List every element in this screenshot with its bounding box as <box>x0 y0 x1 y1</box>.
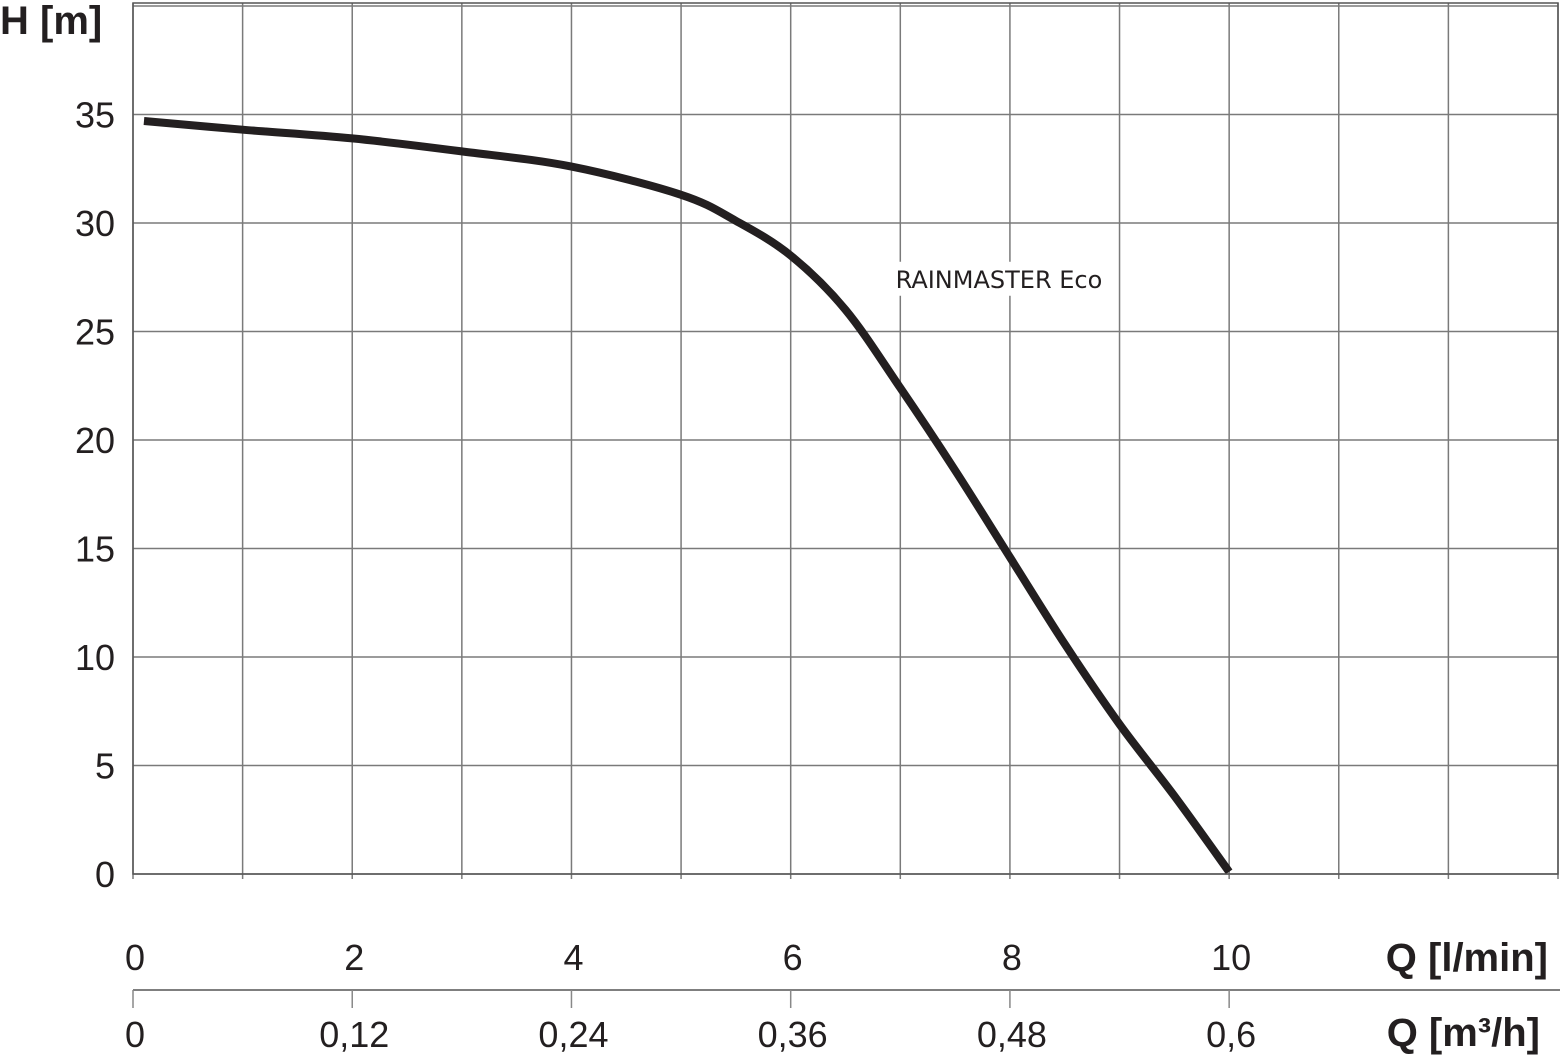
x-tick-label: 2 <box>344 937 364 978</box>
x-secondary-tick-label: 0,6 <box>1206 1014 1256 1055</box>
y-axis-label: H [m] <box>0 0 102 43</box>
x-secondary-tick-label: 0,48 <box>977 1014 1047 1055</box>
y-tick-label: 15 <box>75 529 115 570</box>
x-secondary-tick-label: 0,12 <box>319 1014 389 1055</box>
plot-border <box>132 2 1559 875</box>
series-annotation: RAINMASTER Eco <box>896 266 1103 294</box>
y-tick-label: 10 <box>75 637 115 678</box>
x-tick-label: 0 <box>125 937 145 978</box>
y-tick-label: 5 <box>95 746 115 787</box>
x-axis-label: Q [l/min] <box>1386 936 1548 980</box>
series-line-rainmaster-eco <box>143 117 1233 875</box>
x-secondary-tick-label: 0 <box>125 1014 145 1055</box>
grid <box>132 3 1560 1008</box>
tick-labels: 0 5 10 15 20 25 30 35 0 2 4 6 8 10 0 0,12 0,24 0,36 0,48 0,… <box>75 95 1256 1056</box>
y-tick-label: 0 <box>95 854 115 895</box>
x-tick-label: 6 <box>783 937 803 978</box>
y-tick-label: 20 <box>75 420 115 461</box>
y-tick-label: 30 <box>75 203 115 244</box>
annotation-background <box>880 261 1117 296</box>
x-tick-label: 8 <box>1002 937 1022 978</box>
x-secondary-tick-label: 0,36 <box>758 1014 828 1055</box>
x-secondary-tick-label: 0,24 <box>538 1014 608 1055</box>
series-layer: RAINMASTER Eco <box>132 2 1559 875</box>
x-axis-secondary-label: Q [m³/h] <box>1387 1011 1540 1055</box>
y-tick-label: 25 <box>75 312 115 353</box>
x-tick-label: 10 <box>1211 937 1251 978</box>
y-tick-label: 35 <box>75 95 115 136</box>
x-tick-label: 4 <box>563 937 583 978</box>
